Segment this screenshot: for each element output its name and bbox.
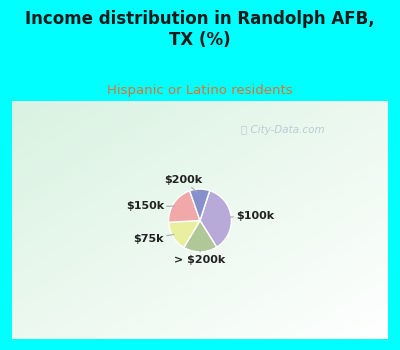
Wedge shape bbox=[190, 189, 210, 220]
Wedge shape bbox=[184, 220, 217, 252]
Wedge shape bbox=[200, 191, 232, 247]
Text: Hispanic or Latino residents: Hispanic or Latino residents bbox=[107, 84, 293, 97]
Text: ⓘ City-Data.com: ⓘ City-Data.com bbox=[241, 125, 324, 135]
Text: $100k: $100k bbox=[230, 211, 274, 221]
Text: > $200k: > $200k bbox=[174, 250, 226, 265]
Text: $150k: $150k bbox=[126, 201, 174, 211]
Wedge shape bbox=[168, 191, 200, 222]
Text: $200k: $200k bbox=[164, 175, 202, 192]
Text: Income distribution in Randolph AFB,
TX (%): Income distribution in Randolph AFB, TX … bbox=[25, 10, 375, 49]
Text: $75k: $75k bbox=[133, 233, 174, 244]
Wedge shape bbox=[169, 220, 200, 247]
